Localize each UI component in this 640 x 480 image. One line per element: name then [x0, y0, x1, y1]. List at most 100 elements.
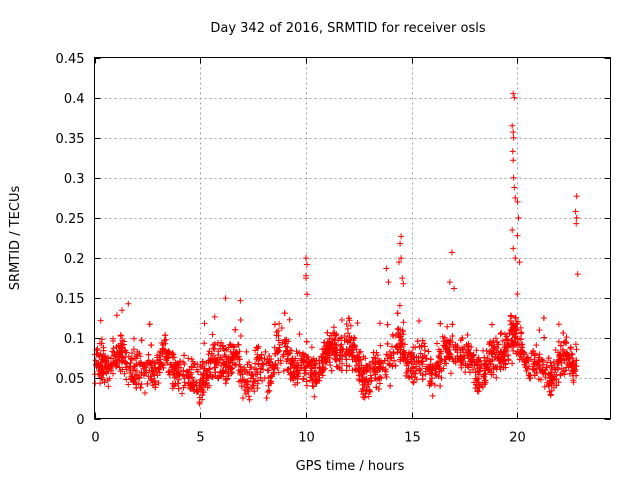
data-point	[316, 364, 323, 371]
data-point	[131, 335, 137, 342]
data-point	[231, 361, 238, 368]
data-point	[237, 297, 244, 304]
data-point	[509, 343, 515, 350]
data-point	[223, 346, 230, 353]
data-point	[170, 351, 177, 358]
data-point	[558, 342, 564, 349]
data-point	[454, 344, 461, 351]
data-point	[162, 332, 169, 339]
data-point	[493, 374, 500, 381]
data-point	[207, 366, 213, 373]
data-point	[211, 341, 218, 348]
y-tick-label: 0.4	[64, 92, 85, 107]
data-point	[184, 369, 191, 375]
data-point	[290, 369, 297, 376]
data-point	[422, 371, 429, 378]
data-point	[569, 360, 576, 367]
data-point	[354, 353, 361, 360]
data-point	[449, 321, 456, 328]
data-point	[390, 349, 397, 356]
data-point	[222, 364, 229, 371]
data-point	[311, 358, 318, 364]
data-point	[287, 371, 294, 378]
data-point	[275, 337, 282, 344]
x-tick-label: 5	[196, 431, 204, 446]
data-point	[110, 345, 117, 352]
data-point	[532, 351, 538, 358]
data-point	[399, 340, 406, 347]
data-point	[350, 344, 356, 351]
data-point	[303, 275, 309, 282]
data-point	[509, 148, 516, 155]
data-point	[492, 335, 499, 342]
y-axis-label: SRMTID / TECUs	[8, 186, 23, 291]
data-point	[246, 396, 253, 403]
data-point	[384, 321, 391, 328]
data-point	[560, 346, 566, 353]
data-point	[512, 194, 519, 201]
data-point	[512, 255, 519, 262]
data-point	[501, 344, 508, 351]
data-point	[376, 380, 383, 387]
data-point	[573, 193, 580, 200]
data-point	[121, 370, 128, 377]
data-point	[443, 353, 450, 360]
data-point	[531, 360, 538, 367]
data-point	[397, 240, 404, 247]
x-tick-label: 10	[298, 431, 315, 446]
data-point	[330, 324, 337, 331]
data-point	[399, 327, 406, 334]
data-point	[200, 371, 207, 378]
data-point	[125, 300, 132, 307]
data-point	[119, 358, 126, 365]
data-point	[559, 370, 566, 377]
data-point	[303, 354, 310, 361]
data-point	[488, 342, 495, 349]
data-point	[357, 348, 364, 355]
data-point	[138, 337, 145, 344]
data-point	[165, 348, 172, 355]
y-tick-label: 0.05	[56, 372, 85, 387]
data-point	[511, 94, 518, 101]
data-point	[448, 370, 454, 377]
data-point	[536, 327, 543, 334]
data-point	[303, 370, 310, 377]
data-point	[243, 348, 250, 355]
data-point	[283, 347, 290, 354]
data-point	[180, 367, 187, 374]
data-point	[569, 367, 576, 374]
data-point	[293, 362, 300, 369]
data-point	[171, 374, 178, 381]
data-point	[355, 368, 362, 375]
data-point	[332, 356, 339, 363]
data-point	[119, 307, 125, 314]
data-point	[511, 184, 518, 191]
data-point	[432, 382, 438, 389]
data-point	[451, 285, 457, 292]
data-point	[114, 360, 121, 367]
data-point	[343, 321, 350, 328]
data-point	[545, 355, 552, 362]
data-point	[506, 330, 513, 337]
data-point	[333, 363, 340, 370]
data-point	[510, 174, 517, 181]
data-point	[345, 315, 352, 322]
data-point	[309, 377, 316, 383]
data-point	[92, 357, 99, 364]
data-point	[514, 232, 521, 239]
data-point	[126, 363, 133, 370]
data-point	[463, 349, 470, 356]
data-point	[541, 334, 548, 341]
data-point	[486, 367, 493, 374]
data-point	[255, 360, 262, 367]
data-point	[489, 351, 496, 357]
data-point	[236, 356, 243, 363]
data-point	[352, 366, 358, 373]
data-point	[435, 352, 442, 359]
data-point	[421, 343, 428, 350]
data-point	[411, 374, 418, 381]
data-point	[159, 345, 166, 352]
data-point	[185, 355, 192, 362]
data-point	[574, 271, 581, 278]
data-point	[135, 374, 142, 381]
